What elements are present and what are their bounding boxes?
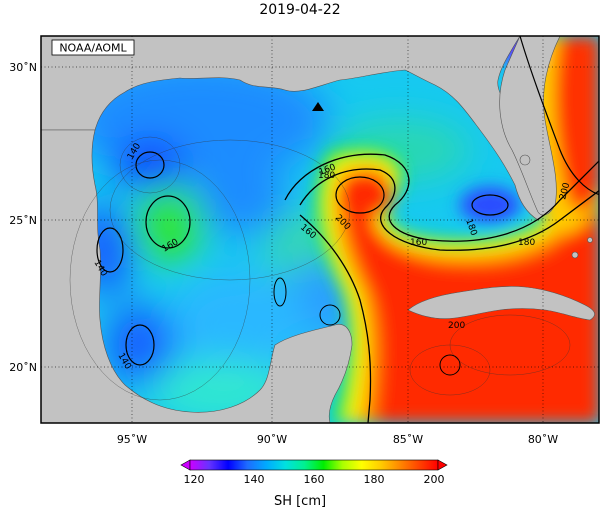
map-plot-area: 140 140 140 160 160 160 160 180 180 180 … [41, 36, 599, 423]
contour-label: 200 [558, 181, 572, 200]
contour-label: 180 [318, 171, 335, 181]
source-label: NOAA/AOML [59, 42, 127, 55]
contour-label: 200 [448, 321, 465, 331]
colorbar-tick-label: 200 [424, 473, 445, 486]
map-frame [40, 35, 600, 424]
contour-lines [96, 36, 599, 423]
lon-tick-label: 90˚W [257, 433, 287, 446]
contour-label: 160 [410, 238, 427, 248]
source-label-box [51, 39, 135, 56]
lat-tick-label: 30˚N [9, 61, 37, 74]
colorbar-high-arrow [437, 459, 448, 471]
colorbar: 120 140 160 180 200 [180, 459, 448, 486]
cuba [407, 286, 595, 321]
colorbar-label: SH [cm] [273, 494, 327, 509]
florida-peninsula [499, 36, 561, 216]
sea-height-field [70, 60, 470, 420]
colorbar-tick-label: 180 [364, 473, 385, 486]
contour-label: 180 [518, 238, 535, 248]
colorbar-tick-label: 140 [244, 473, 265, 486]
map-title: 2019-04-22 [259, 2, 341, 18]
lat-lon-grid [41, 36, 599, 423]
lon-tick-label: 80˚W [528, 433, 558, 446]
lon-tick-label: 95˚W [117, 433, 147, 446]
lat-tick-label: 25˚N [9, 214, 37, 227]
colorbar-tick-label: 120 [184, 473, 205, 486]
colorbar-tick-label: 160 [304, 473, 325, 486]
lon-tick-label: 85˚W [393, 433, 423, 446]
triangle-marker [312, 102, 324, 111]
lat-tick-label: 20˚N [9, 361, 37, 374]
colorbar-bar [189, 459, 439, 471]
colorbar-low-arrow [180, 459, 191, 471]
thin-contours [69, 136, 571, 401]
